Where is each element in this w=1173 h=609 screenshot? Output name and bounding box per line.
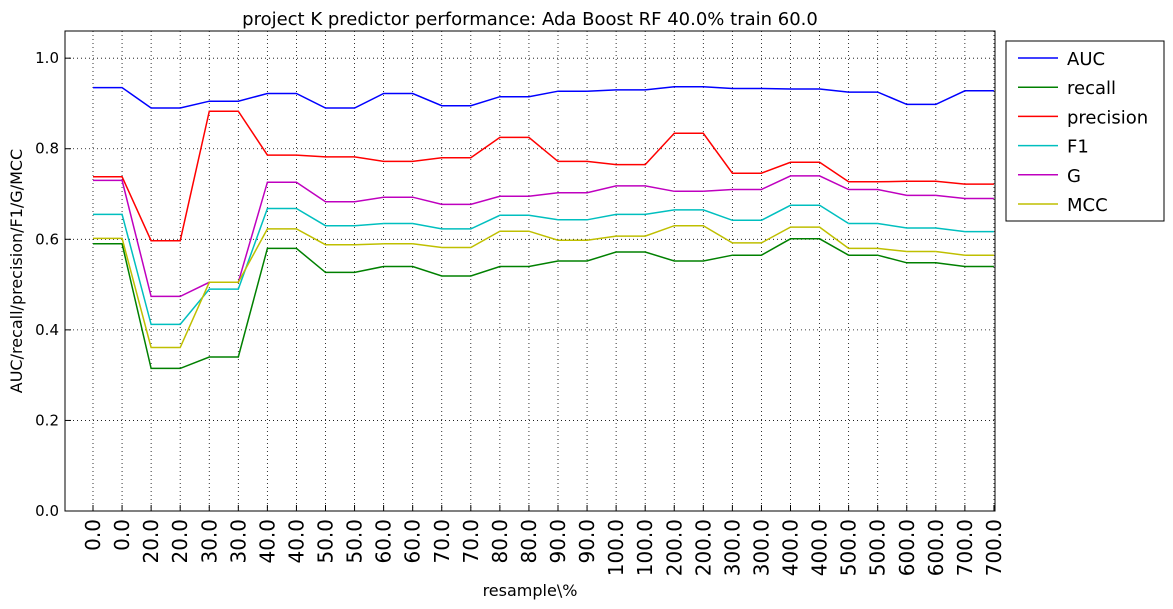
- x-tick-label: 60.0: [401, 519, 425, 564]
- series-line-recall: [93, 238, 994, 370]
- legend-label: G: [1067, 166, 1081, 187]
- series-line-f1: [93, 204, 994, 326]
- legend-box: [1005, 40, 1165, 222]
- legend-label: F1: [1067, 137, 1089, 158]
- y-tick-label: 0.8: [35, 140, 59, 158]
- legend-label: recall: [1067, 78, 1116, 99]
- series-line-auc: [93, 85, 994, 109]
- x-tick-label: 60.0: [372, 519, 396, 564]
- y-axis-ticks: 0.0 0.2 0.4 0.6 0.8 1.0: [35, 49, 71, 520]
- x-tick-label: 30.0: [197, 519, 221, 564]
- x-tick-label: 200.0: [691, 519, 715, 576]
- x-tick-label: 400.0: [808, 519, 832, 576]
- x-tick-label: 300.0: [720, 519, 744, 576]
- x-tick-label: 50.0: [314, 519, 338, 564]
- legend-label: precision: [1067, 107, 1148, 128]
- x-tick-label: 700.0: [953, 519, 977, 576]
- x-tick-label: 40.0: [255, 519, 279, 564]
- x-tick-label: 80.0: [488, 519, 512, 564]
- series-lines: [93, 85, 994, 370]
- x-tick-label: 100.0: [604, 519, 628, 576]
- x-tick-label: 30.0: [226, 519, 250, 564]
- x-tick-label: 40.0: [284, 519, 308, 564]
- x-tick-label: 100.0: [633, 519, 657, 576]
- y-tick-label: 0.2: [35, 411, 59, 429]
- x-tick-label: 80.0: [517, 519, 541, 564]
- x-tick-label: 50.0: [343, 519, 367, 564]
- y-tick-label: 0.6: [35, 230, 59, 248]
- x-tick-label: 400.0: [779, 519, 803, 576]
- legend-label: AUC: [1067, 49, 1105, 70]
- x-tick-label: 600.0: [924, 519, 948, 576]
- x-tick-label: 70.0: [459, 519, 483, 564]
- y-tick-label: 0.0: [35, 502, 59, 520]
- x-tick-label: 700.0: [982, 519, 1006, 576]
- x-axis-label: resample\%: [483, 581, 578, 600]
- plot-frame: [64, 30, 996, 512]
- x-tick-label: 500.0: [866, 519, 890, 576]
- x-tick-label: 0.0: [110, 519, 134, 551]
- series-line-precision: [93, 110, 994, 242]
- x-tick-label: 90.0: [575, 519, 599, 564]
- legend-label: MCC: [1067, 195, 1108, 216]
- y-axis-label: AUC/recall/precision/F1/G/MCC: [7, 149, 26, 393]
- x-tick-label: 90.0: [546, 519, 570, 564]
- x-tick-label: 600.0: [895, 519, 919, 576]
- chart-title: project K predictor performance: Ada Boo…: [242, 9, 818, 30]
- x-tick-label: 500.0: [837, 519, 861, 576]
- x-tick-label: 200.0: [662, 519, 686, 576]
- legend: AUC recall precision F1 G MCC: [1005, 40, 1165, 222]
- series-line-g: [93, 175, 994, 298]
- y-tick-label: 0.4: [35, 321, 59, 339]
- grid-lines: [65, 31, 995, 511]
- x-tick-label: 20.0: [168, 519, 192, 564]
- x-tick-label: 300.0: [749, 519, 773, 576]
- x-tick-label: 0.0: [81, 519, 105, 551]
- x-axis-ticks: 0.0 0.0 20.0 20.0 30.0 30.0 40.0 40.0 50.0 50.0 60…: [81, 505, 1006, 576]
- x-tick-label: 20.0: [139, 519, 163, 564]
- y-tick-label: 1.0: [35, 49, 59, 67]
- x-tick-label: 70.0: [430, 519, 454, 564]
- series-line-mcc: [93, 224, 994, 349]
